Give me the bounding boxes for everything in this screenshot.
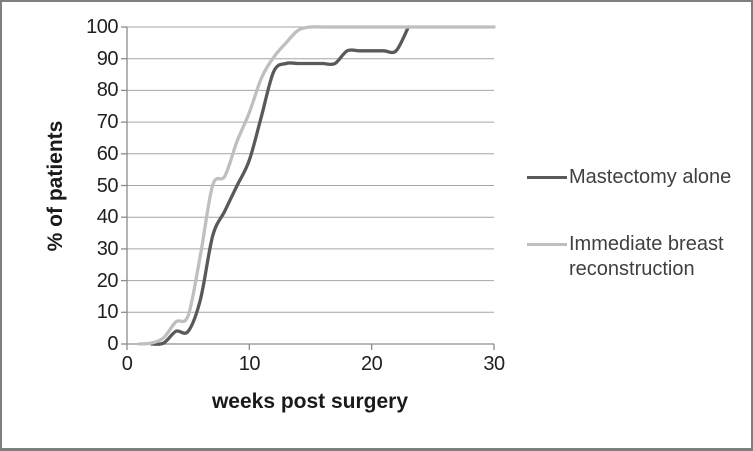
series-line-mastectomy-alone (149, 25, 411, 346)
y-tick-label: 50 (96, 174, 119, 197)
legend-item-immediate-breast-reconstruction: Immediate breast reconstruction (527, 232, 741, 282)
legend-swatch-0 (527, 176, 567, 179)
x-tick-label: 30 (483, 353, 505, 375)
x-axis-title: weeks post surgery (211, 390, 409, 413)
legend-label: Immediate breast reconstruction (569, 233, 724, 280)
y-tick-label: 0 (107, 333, 118, 355)
x-tick-label: 10 (238, 353, 261, 375)
legend-swatch-1 (527, 243, 567, 246)
x-tick-label: 0 (121, 353, 133, 375)
y-tick-label: 60 (96, 142, 119, 165)
y-tick-label: 100 (86, 16, 118, 38)
y-tick-label: 70 (96, 111, 119, 134)
y-tick-label: 20 (96, 269, 119, 292)
x-tick-label: 20 (361, 353, 383, 375)
legend-item-mastectomy-alone: Mastectomy alone (527, 165, 741, 190)
y-tick-label: 30 (96, 237, 119, 260)
y-tick-label: 90 (96, 47, 119, 70)
series-line-immediate-breast-reconstruction (137, 25, 496, 346)
y-tick-label: 40 (96, 206, 119, 229)
y-tick-label: 80 (96, 79, 119, 102)
legend-label: Mastectomy alone (569, 166, 732, 188)
y-tick-label: 10 (96, 301, 119, 324)
